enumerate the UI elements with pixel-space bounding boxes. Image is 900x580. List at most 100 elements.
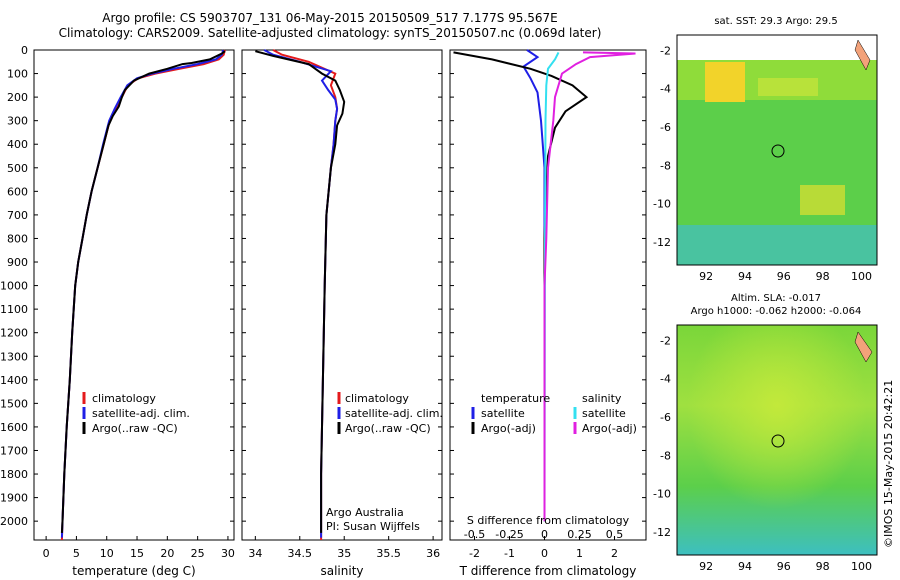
x-tick-label: 0 bbox=[541, 528, 548, 541]
x-tick-label: 0.5 bbox=[606, 528, 624, 541]
depth-tick-label: 500 bbox=[7, 162, 28, 175]
legend-argo-label: Argo(..raw -QC) bbox=[345, 422, 431, 435]
x-tick-label: -0.5 bbox=[464, 528, 485, 541]
legend-argo-label: Argo(..raw -QC) bbox=[92, 422, 178, 435]
map-y-tick-label: -10 bbox=[653, 198, 671, 211]
legend-salinity-title: salinity bbox=[582, 392, 622, 405]
depth-tick-label: 1600 bbox=[0, 421, 28, 434]
float-position-marker bbox=[771, 434, 785, 448]
depth-tick-label: 1900 bbox=[0, 492, 28, 505]
depth-tick-label: 1400 bbox=[0, 374, 28, 387]
legend-satellite-label: satellite-adj. clim. bbox=[345, 407, 443, 420]
depth-tick-label: 1200 bbox=[0, 327, 28, 340]
depth-tick-label: 800 bbox=[7, 232, 28, 245]
map-x-tick-label: 96 bbox=[777, 270, 791, 283]
x-tick-label: 5 bbox=[73, 547, 80, 560]
series-line-temperature-argo-adj- bbox=[453, 51, 589, 522]
series-line-satellite-adj-clim- bbox=[60, 49, 225, 538]
depth-tick-label: 2000 bbox=[0, 515, 28, 528]
depth-tick-label: 400 bbox=[7, 138, 28, 151]
float-position-marker bbox=[771, 144, 785, 158]
legend-temp-argo-label: Argo(-adj) bbox=[481, 422, 536, 435]
x-tick-label: -2 bbox=[469, 547, 480, 560]
depth-tick-label: 0 bbox=[21, 44, 28, 57]
imos-timestamp: ©IMOS 15-May-2015 20:42:21 bbox=[882, 380, 895, 548]
sla-map-frame bbox=[676, 324, 878, 556]
depth-tick-label: 200 bbox=[7, 91, 28, 104]
depth-tick-label: 1000 bbox=[0, 280, 28, 293]
series-line-argo-raw-qc- bbox=[255, 50, 346, 533]
series-line-climatology bbox=[60, 49, 226, 541]
depth-tick-label: 900 bbox=[7, 256, 28, 269]
temperature-panel bbox=[33, 49, 235, 541]
depth-tick-label: 100 bbox=[7, 68, 28, 81]
sst-warm-patch-2 bbox=[758, 78, 818, 96]
series-line-salinity-satellite bbox=[543, 51, 560, 522]
sst-map-title: sat. SST: 29.3 Argo: 29.5 bbox=[714, 16, 837, 27]
map-x-tick-label: 92 bbox=[699, 270, 713, 283]
sst-warm-patch-3 bbox=[800, 185, 845, 215]
depth-tick-label: 1700 bbox=[0, 444, 28, 457]
salinity-legend: climatology satellite-adj. clim. Argo(..… bbox=[337, 392, 443, 435]
temperature-xlabel: temperature (deg C) bbox=[72, 564, 195, 578]
legend-climatology-label: climatology bbox=[345, 392, 409, 405]
legend-temp-satellite-label: satellite bbox=[481, 407, 525, 420]
series-line-climatology bbox=[272, 49, 339, 540]
profile-curves bbox=[60, 49, 636, 541]
sla-high-blob bbox=[677, 325, 877, 555]
map-x-tick-label: 98 bbox=[816, 270, 830, 283]
depth-tick-label: 300 bbox=[7, 115, 28, 128]
map-y-tick-label: -4 bbox=[660, 83, 671, 96]
legend-climatology-label: climatology bbox=[92, 392, 156, 405]
t-difference-x-axis: -2 -1 0 1 2 bbox=[469, 536, 618, 560]
legend-sal-satellite-label: satellite bbox=[582, 407, 626, 420]
x-tick-label: 0 bbox=[541, 547, 548, 560]
map-y-tick-label: -8 bbox=[660, 159, 671, 172]
sst-map-axes: 92 94 96 98 100 -2 -4 -6 -8 -10 -12 bbox=[653, 44, 872, 283]
map-y-tick-label: -12 bbox=[653, 526, 671, 539]
sst-map-frame bbox=[676, 34, 878, 266]
sst-warm-patch bbox=[705, 62, 745, 102]
t-difference-xlabel: T difference from climatology bbox=[459, 564, 637, 578]
x-tick-label: 34 bbox=[248, 547, 262, 560]
x-tick-label: 10 bbox=[100, 547, 114, 560]
map-x-tick-label: 100 bbox=[851, 560, 872, 573]
temperature-x-axis: 0 5 10 15 20 25 30 bbox=[43, 536, 235, 560]
x-tick-label: 35 bbox=[337, 547, 351, 560]
header-line1: Argo profile: CS 5903707_131 06-May-2015… bbox=[102, 11, 557, 25]
depth-tick-label: 600 bbox=[7, 185, 28, 198]
x-tick-label: 0 bbox=[43, 547, 50, 560]
legend-satellite-label: satellite-adj. clim. bbox=[92, 407, 190, 420]
depth-axis: 0 100 200 300 400 500 600 700 800 900 1000 1100 1200… bbox=[0, 44, 646, 528]
argo-australia-note: Argo Australia bbox=[326, 506, 404, 519]
depth-tick-label: 1300 bbox=[0, 350, 28, 363]
map-y-tick-label: -8 bbox=[660, 449, 671, 462]
map-x-tick-label: 96 bbox=[777, 560, 791, 573]
difference-panel bbox=[449, 49, 647, 541]
map-y-tick-label: -2 bbox=[660, 44, 671, 57]
s-difference-x-axis: -0.5 -0.25 0 0.25 0.5 bbox=[464, 528, 623, 541]
x-tick-label: 2 bbox=[611, 547, 618, 560]
map-x-tick-label: 92 bbox=[699, 560, 713, 573]
depth-tick-label: 1500 bbox=[0, 397, 28, 410]
sst-map bbox=[676, 34, 878, 266]
sla-map bbox=[676, 324, 878, 556]
sla-map-axes: 92 94 96 98 100 -2 -4 -6 -8 -10 -12 bbox=[653, 334, 872, 573]
map-x-tick-label: 94 bbox=[738, 270, 752, 283]
s-difference-label: S difference from climatology bbox=[467, 514, 630, 527]
map-y-tick-label: -4 bbox=[660, 373, 671, 386]
x-tick-label: 36 bbox=[426, 547, 440, 560]
map-x-tick-label: 100 bbox=[851, 270, 872, 283]
x-tick-label: 25 bbox=[191, 547, 205, 560]
series-line-satellite-adj-clim- bbox=[263, 49, 339, 538]
pi-note: PI: Susan Wijffels bbox=[326, 520, 420, 533]
x-tick-label: 34.5 bbox=[288, 547, 313, 560]
map-y-tick-label: -6 bbox=[660, 121, 671, 134]
series-line-salinity-argo-adj- bbox=[543, 51, 636, 522]
temperature-legend: climatology satellite-adj. clim. Argo(..… bbox=[82, 392, 190, 435]
depth-tick-label: 1100 bbox=[0, 303, 28, 316]
map-x-tick-label: 94 bbox=[738, 560, 752, 573]
series-line-temperature-satellite bbox=[522, 49, 546, 522]
map-y-tick-label: -2 bbox=[660, 334, 671, 347]
salinity-panel bbox=[241, 49, 443, 541]
